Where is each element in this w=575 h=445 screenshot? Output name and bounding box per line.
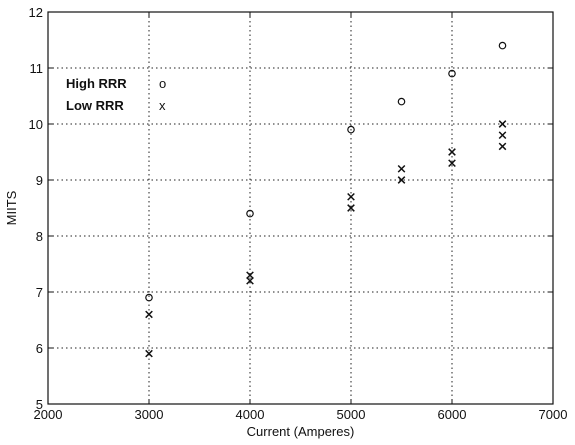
- point-low-rrr: [448, 159, 456, 168]
- y-tick-label: 10: [29, 117, 43, 132]
- point-low-rrr: [498, 120, 507, 128]
- x-axis-title: Current (Amperes): [247, 424, 355, 439]
- point-low-rrr: [145, 349, 153, 358]
- x-tick-label: 4000: [236, 407, 265, 422]
- point-low-rrr-stroke: [397, 176, 406, 184]
- point-low-rrr-stroke: [498, 142, 507, 151]
- legend-symbol-low-rrr: x: [159, 98, 166, 113]
- data-points: [145, 41, 507, 358]
- plot-frame: [47, 11, 554, 405]
- x-tick-label: 2000: [34, 407, 63, 422]
- point-low-rrr: [347, 192, 355, 201]
- legend: High RRR o Low RRR x: [66, 76, 166, 113]
- y-tick-labels: 5 6 7 8 9 10 11 12: [29, 5, 43, 412]
- x-tick-label: 3000: [135, 407, 164, 422]
- point-low-rrr: [145, 310, 153, 319]
- point-high-rrr: [498, 41, 507, 50]
- x-tick-label: 6000: [438, 407, 467, 422]
- y-tick-label: 12: [29, 5, 43, 20]
- y-tick-label: 6: [36, 341, 43, 356]
- point-low-rrr-stroke: [448, 148, 456, 156]
- point-low-rrr-stroke: [145, 310, 153, 319]
- point-high-rrr: [347, 125, 355, 134]
- point-low-rrr-stroke: [448, 159, 456, 168]
- point-low-rrr: [347, 204, 355, 212]
- point-high-rrr: [145, 293, 153, 302]
- x-tick-label: 7000: [539, 407, 568, 422]
- legend-label-low-rrr: Low RRR: [66, 98, 124, 113]
- point-low-rrr: [448, 148, 456, 156]
- point-low-rrr-stroke: [246, 271, 254, 280]
- point-low-rrr: [397, 164, 406, 173]
- point-low-rrr-stroke: [397, 164, 406, 173]
- axis-ticks: [47, 11, 554, 405]
- legend-label-high-rrr: High RRR: [66, 76, 127, 91]
- y-tick-label: 11: [30, 61, 44, 76]
- point-high-rrr: [397, 97, 406, 106]
- point-low-rrr-stroke: [347, 204, 355, 212]
- point-low-rrr-stroke: [145, 349, 153, 358]
- x-tick-labels: 2000 3000 4000 5000 6000 7000: [34, 407, 568, 422]
- point-low-rrr: [397, 176, 406, 184]
- point-low-rrr: [246, 271, 254, 280]
- point-low-rrr: [246, 276, 254, 285]
- y-axis-title: MIITS: [4, 190, 19, 225]
- y-tick-label: 9: [36, 173, 43, 188]
- y-tick-label: 5: [36, 397, 43, 412]
- point-low-rrr: [498, 131, 507, 140]
- point-low-rrr: [498, 142, 507, 151]
- grid: [48, 12, 553, 404]
- point-high-rrr: [448, 69, 456, 78]
- y-tick-label: 8: [36, 229, 43, 244]
- legend-symbol-high-rrr: o: [159, 76, 166, 91]
- point-low-rrr-stroke: [498, 131, 507, 140]
- y-tick-label: 7: [36, 285, 43, 300]
- point-low-rrr-stroke: [498, 120, 507, 128]
- point-high-rrr: [246, 209, 254, 218]
- point-low-rrr-stroke: [246, 276, 254, 285]
- point-low-rrr-stroke: [347, 192, 355, 201]
- x-tick-label: 5000: [337, 407, 366, 422]
